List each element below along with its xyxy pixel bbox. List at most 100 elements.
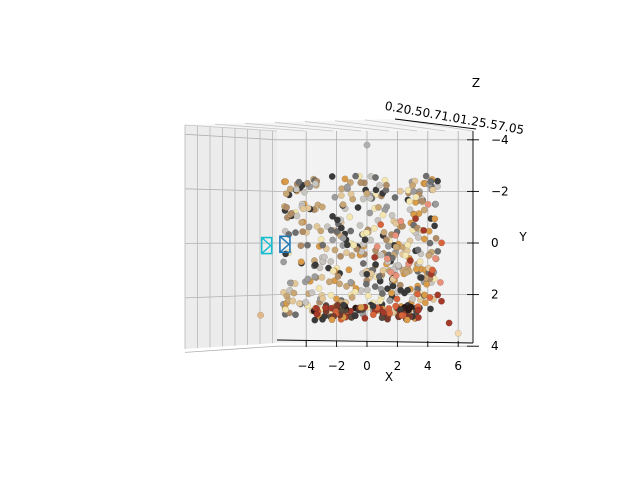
scatter-point — [286, 279, 294, 287]
left-grid-line — [184, 345, 278, 353]
scatter-point — [392, 272, 400, 279]
left-pane — [185, 125, 277, 349]
scatter-point — [445, 319, 453, 327]
scatter-point — [427, 305, 434, 313]
scatter-point — [412, 265, 420, 273]
scatter-point — [414, 234, 422, 241]
scatter-point — [293, 212, 301, 220]
scatter-point — [283, 203, 290, 211]
scatter-points — [257, 141, 462, 337]
scatter-point — [346, 213, 354, 221]
scatter-point — [320, 253, 328, 261]
scatter-point — [363, 286, 371, 294]
scatter-point — [438, 297, 445, 305]
scatter-point — [426, 239, 434, 247]
scatter-point — [373, 243, 381, 251]
y-tick-label: 0 — [491, 236, 499, 250]
scatter-point — [380, 228, 388, 236]
scatter-point — [343, 282, 350, 290]
scatter-point — [370, 224, 378, 232]
scatter-point — [364, 292, 372, 300]
scatter-point — [372, 174, 379, 181]
scatter-point — [304, 241, 311, 249]
scatter-point — [313, 223, 321, 230]
scatter-point — [305, 223, 313, 231]
scatter-point — [308, 289, 316, 297]
scatter-point — [375, 203, 382, 211]
scatter-point — [317, 227, 325, 235]
left-grid-line — [184, 294, 278, 299]
left-grid-line — [184, 133, 278, 141]
scatter-point — [431, 222, 438, 230]
scatter-point — [337, 192, 345, 199]
scatter-point — [287, 209, 295, 217]
scatter-point — [325, 278, 333, 286]
scatter-point — [333, 301, 341, 309]
scatter-point — [382, 181, 390, 189]
scatter-point — [409, 295, 416, 303]
scatter-point — [293, 185, 300, 193]
scatter-point — [296, 300, 303, 307]
x-tick-label: −4 — [297, 359, 315, 373]
scatter-point — [292, 229, 299, 237]
scatter-point — [297, 258, 305, 266]
scatter-point — [434, 247, 442, 255]
scatter-point — [432, 200, 440, 208]
scatter-point — [333, 295, 340, 303]
scatter-point — [418, 197, 426, 205]
scatter-point — [359, 260, 367, 267]
tick-labels: −4 −2 0 2 4 6 −4 −2 0 2 4 — [297, 133, 508, 373]
scatter-point — [313, 310, 321, 318]
scatter-point — [406, 257, 414, 264]
scatter-point — [318, 203, 326, 211]
scatter-point — [325, 264, 332, 272]
axis-lines — [276, 118, 479, 347]
y-axis-label: Y — [518, 230, 527, 244]
x-tick-label: 2 — [394, 359, 402, 373]
top-grid-line — [184, 124, 278, 132]
scatter-point — [412, 193, 420, 201]
scatter-point — [420, 226, 428, 234]
scatter-point — [362, 280, 370, 288]
scatter-point — [351, 311, 359, 319]
scatter-point — [339, 201, 347, 209]
x-tick-label: −2 — [328, 359, 346, 373]
scatter-point — [372, 261, 379, 268]
scatter-point — [420, 235, 428, 243]
scatter-point — [392, 243, 400, 251]
top-grid-line — [244, 122, 334, 132]
scatter-point — [311, 180, 319, 188]
top-grid-line — [304, 121, 390, 132]
z-axis-line — [394, 118, 477, 130]
scatter-point — [303, 179, 311, 187]
scatter-point — [282, 190, 290, 198]
scatter-point — [363, 270, 371, 278]
scatter-point — [331, 193, 339, 201]
y-tick-label: 4 — [491, 339, 499, 353]
scatter-point — [339, 234, 347, 242]
scatter-point — [371, 253, 378, 261]
camera-frustum-edge — [261, 237, 272, 255]
scatter-point — [343, 241, 351, 249]
top-grid-line — [214, 123, 306, 132]
scatter-point — [280, 258, 287, 266]
scatter-point — [431, 254, 439, 262]
scatter-point — [334, 272, 342, 280]
scatter-point — [347, 227, 355, 235]
scatter-point — [382, 236, 390, 244]
scatter-point — [406, 206, 414, 214]
scatter-point — [384, 285, 391, 293]
scatter-point — [369, 311, 377, 319]
scatter-point — [304, 275, 312, 283]
scatter-point — [424, 200, 432, 208]
scatter-point — [361, 236, 369, 244]
scatter-point — [363, 141, 371, 149]
scatter-point — [414, 306, 422, 314]
scatter-point — [337, 252, 344, 260]
scatter-point — [359, 195, 367, 203]
scatter-point — [414, 246, 422, 254]
scatter-point — [315, 284, 323, 292]
scatter-point — [313, 305, 320, 312]
scatter-point — [327, 291, 335, 299]
scatter-point — [295, 178, 303, 186]
